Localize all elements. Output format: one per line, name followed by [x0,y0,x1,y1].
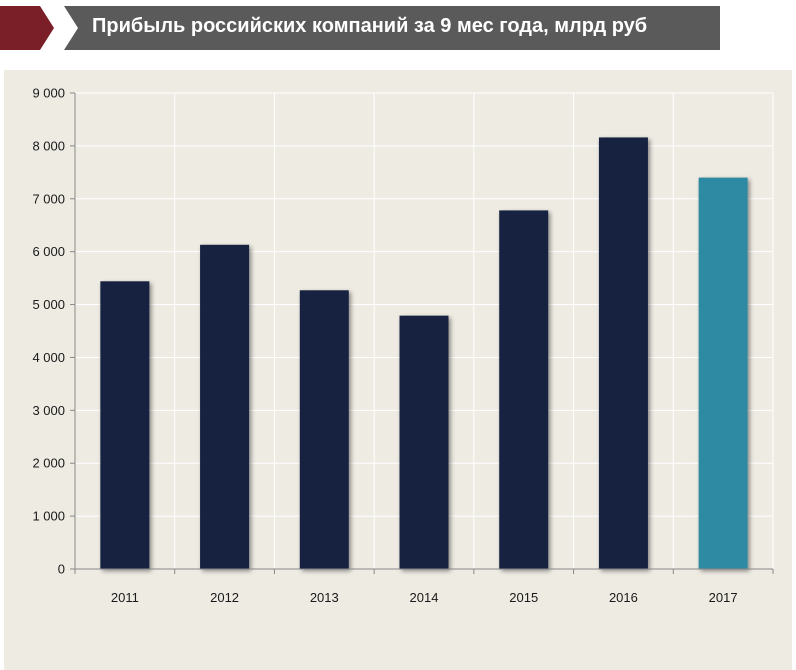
header-shapes [0,6,720,50]
bar-2015 [499,210,549,569]
bar-chart: 0 1 000 2 000 3 000 4 000 5 000 6 000 7 000 8 00… [32,86,774,606]
bars [100,137,748,569]
bar-2011 [100,281,150,569]
title-banner-shape [64,6,720,50]
axes [70,92,774,574]
chart-area: 0 1 000 2 000 3 000 4 000 5 000 6 000 7 000 8 00… [4,70,792,670]
y-tick-label: 6 000 [32,244,65,259]
x-tick-label: 2017 [709,590,738,605]
bar-2017 [698,177,748,569]
y-tick-label: 5 000 [32,297,65,312]
y-tick-label: 8 000 [32,138,65,153]
page-title: Прибыль российских компаний за 9 мес год… [92,15,648,37]
x-tick-label: 2011 [111,590,139,605]
y-tick-label: 0 [58,562,65,577]
logo-chevron-icon [0,6,54,50]
gridlines [75,92,774,569]
bar-2012 [200,244,250,569]
y-tick-label: 2 000 [32,456,65,471]
y-tick-label: 1 000 [32,509,65,524]
x-tick-label: 2015 [509,590,538,605]
tick-labels: 0 1 000 2 000 3 000 4 000 5 000 6 000 7 000 8 00… [32,86,737,606]
bar-2016 [598,137,648,569]
x-tick-label: 2013 [310,590,339,605]
x-tick-label: 2016 [609,590,638,605]
y-tick-label: 4 000 [32,350,65,365]
x-tick-label: 2012 [210,590,239,605]
bar-2013 [299,290,349,569]
x-tick-label: 2014 [410,590,439,605]
header-banner: Прибыль российских компаний за 9 мес год… [0,0,796,62]
y-tick-label: 3 000 [32,403,65,418]
y-tick-label: 9 000 [32,86,65,101]
y-tick-label: 7 000 [32,191,65,206]
bar-2014 [399,315,449,569]
